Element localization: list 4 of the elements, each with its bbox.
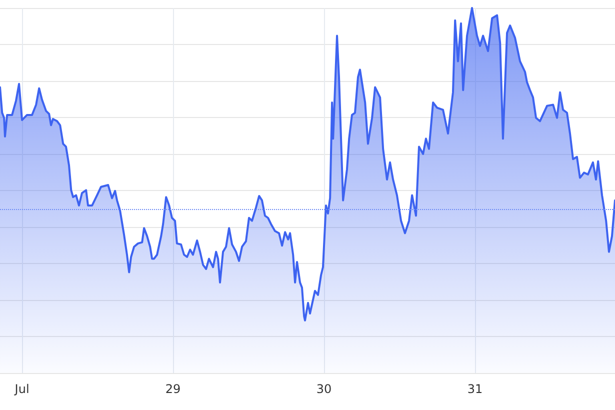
x-tick-label: 30 bbox=[316, 382, 332, 396]
x-tick-label: 29 bbox=[165, 382, 181, 396]
x-tick-label: Jul bbox=[14, 382, 30, 396]
x-tick-label: 31 bbox=[467, 382, 483, 396]
